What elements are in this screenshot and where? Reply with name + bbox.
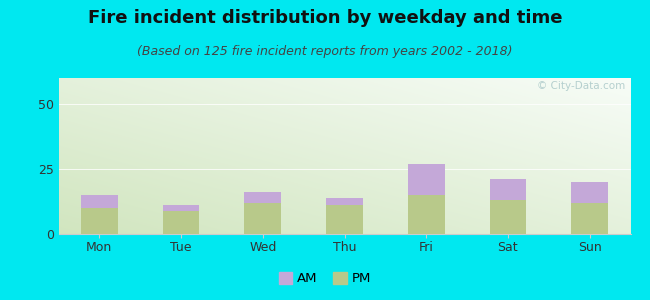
- Bar: [408, 164, 445, 195]
- Text: (Based on 125 fire incident reports from years 2002 - 2018): (Based on 125 fire incident reports from…: [137, 45, 513, 58]
- Bar: [162, 206, 200, 211]
- Bar: [489, 200, 526, 234]
- Bar: [244, 192, 281, 203]
- Bar: [162, 211, 200, 234]
- Bar: [489, 179, 526, 200]
- Bar: [408, 195, 445, 234]
- Bar: [81, 208, 118, 234]
- Legend: AM, PM: AM, PM: [274, 266, 376, 290]
- Text: Fire incident distribution by weekday and time: Fire incident distribution by weekday an…: [88, 9, 562, 27]
- Bar: [244, 203, 281, 234]
- Bar: [326, 206, 363, 234]
- Bar: [571, 182, 608, 203]
- Text: © City-Data.com: © City-Data.com: [536, 81, 625, 91]
- Bar: [81, 195, 118, 208]
- Bar: [571, 203, 608, 234]
- Bar: [326, 198, 363, 206]
